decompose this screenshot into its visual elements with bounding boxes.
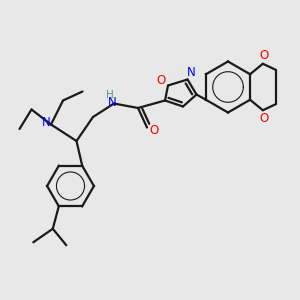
Text: O: O bbox=[149, 124, 158, 137]
Text: O: O bbox=[260, 49, 269, 62]
Text: H: H bbox=[106, 90, 113, 100]
Text: N: N bbox=[108, 95, 117, 109]
Text: N: N bbox=[187, 66, 196, 80]
Text: O: O bbox=[260, 112, 269, 125]
Text: N: N bbox=[42, 116, 51, 129]
Text: O: O bbox=[157, 74, 166, 87]
